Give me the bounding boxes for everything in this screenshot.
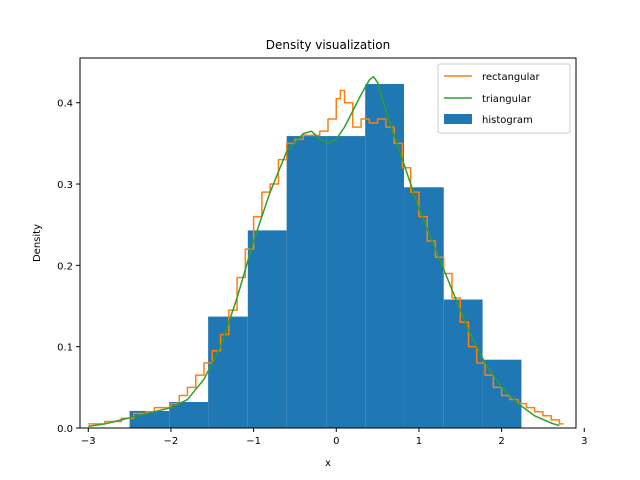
legend-histogram-swatch — [444, 114, 472, 124]
histogram-bar — [404, 187, 444, 428]
histogram-bar — [365, 84, 405, 429]
plot-frame — [79, 57, 577, 429]
legend-rectangular-label: rectangular — [482, 72, 541, 83]
y-tick-label: 0.1 — [57, 343, 73, 354]
y-tick-label: 0.3 — [57, 180, 73, 191]
histogram-bar — [443, 299, 483, 428]
histogram-bar — [326, 136, 366, 429]
y-tick-label: 0.4 — [57, 99, 73, 110]
histogram-layer — [129, 84, 522, 429]
x-tick-label: −2 — [164, 436, 179, 447]
histogram-bar — [247, 230, 287, 428]
x-tick-label: 2 — [498, 436, 504, 447]
y-tick-label: 0.0 — [57, 424, 73, 435]
triangular-density-line — [88, 75, 560, 428]
y-axis: 0.0 0.1 0.2 0.3 0.4 — [57, 99, 80, 435]
x-tick-label: −1 — [246, 436, 261, 447]
y-axis-label: Density — [32, 224, 43, 262]
x-tick-label: 0 — [333, 436, 339, 447]
x-axis: −3 −2 −1 0 1 2 3 — [81, 428, 587, 447]
histogram-bar — [286, 136, 327, 429]
x-tick-label: 1 — [416, 436, 422, 447]
x-tick-label: 3 — [581, 436, 587, 447]
legend-triangular-label: triangular — [482, 94, 532, 105]
chart-title: Density visualization — [266, 38, 390, 52]
histogram-bar — [169, 401, 209, 428]
x-axis-label: x — [325, 458, 331, 469]
rectangular-density-line — [88, 89, 564, 425]
density-lines-layer — [88, 75, 564, 428]
x-tick-label: −3 — [81, 436, 96, 447]
legend: rectangular triangular histogram — [437, 63, 571, 134]
legend-histogram-label: histogram — [482, 115, 533, 126]
y-tick-label: 0.2 — [57, 261, 73, 272]
histogram-bar — [208, 316, 248, 428]
